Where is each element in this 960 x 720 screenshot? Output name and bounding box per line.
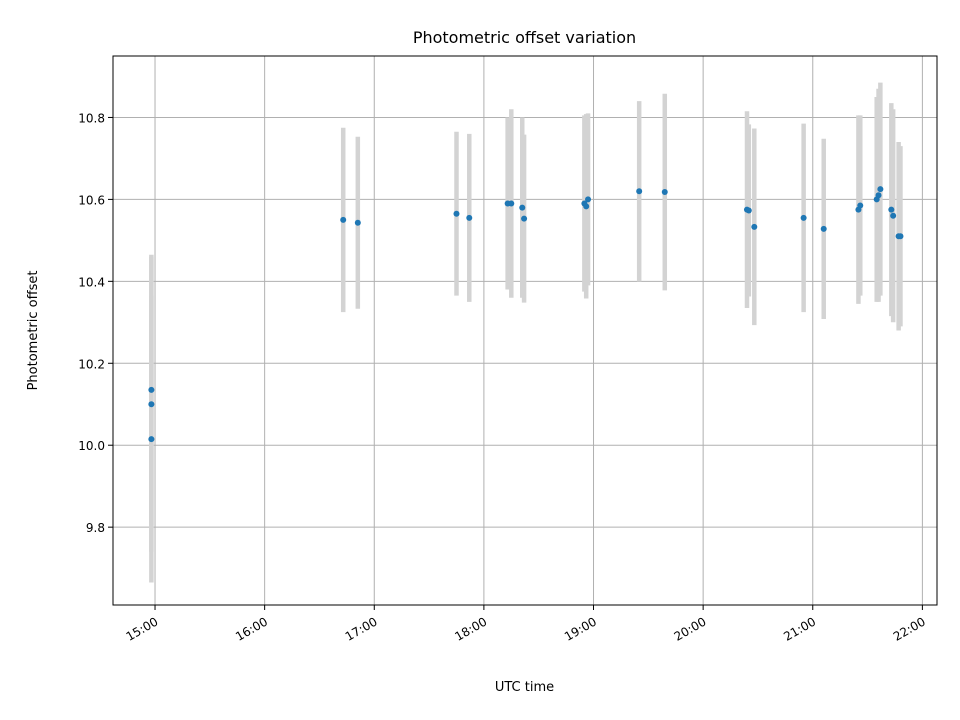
- x-axis-label: UTC time: [495, 680, 554, 695]
- y-tick-label: 10.0: [78, 439, 105, 453]
- plot-frame: [112, 55, 938, 606]
- data-point: [897, 233, 904, 240]
- data-points: [148, 186, 904, 443]
- data-point: [148, 436, 155, 443]
- data-point: [354, 219, 361, 226]
- y-tick-label: 10.8: [78, 111, 105, 125]
- data-point: [636, 188, 643, 195]
- data-point: [877, 186, 884, 193]
- chart-title: Photometric offset variation: [413, 28, 636, 47]
- data-point: [148, 386, 155, 393]
- data-point: [875, 192, 882, 199]
- y-axis-ticks: 9.8 10.0 10.2 10.4 10.6 10.8: [78, 111, 113, 535]
- y-tick-label: 9.8: [86, 521, 105, 535]
- data-point: [519, 204, 526, 211]
- y-tick-label: 10.6: [78, 193, 105, 207]
- data-point: [466, 214, 473, 221]
- data-point: [661, 189, 668, 196]
- y-tick-label: 10.2: [78, 357, 105, 371]
- data-point: [890, 212, 897, 219]
- data-point: [583, 203, 590, 210]
- data-point: [585, 196, 592, 203]
- data-point: [820, 225, 827, 232]
- data-point: [745, 207, 752, 214]
- data-point: [453, 210, 460, 217]
- data-point: [340, 216, 347, 223]
- data-point: [751, 223, 758, 230]
- data-point: [521, 215, 528, 222]
- data-point: [800, 214, 807, 221]
- data-point: [148, 401, 155, 408]
- data-point: [508, 200, 515, 207]
- y-axis-label: Photometric offset: [26, 271, 41, 391]
- data-point: [888, 206, 895, 213]
- data-point: [857, 202, 864, 209]
- y-tick-label: 10.4: [78, 275, 105, 289]
